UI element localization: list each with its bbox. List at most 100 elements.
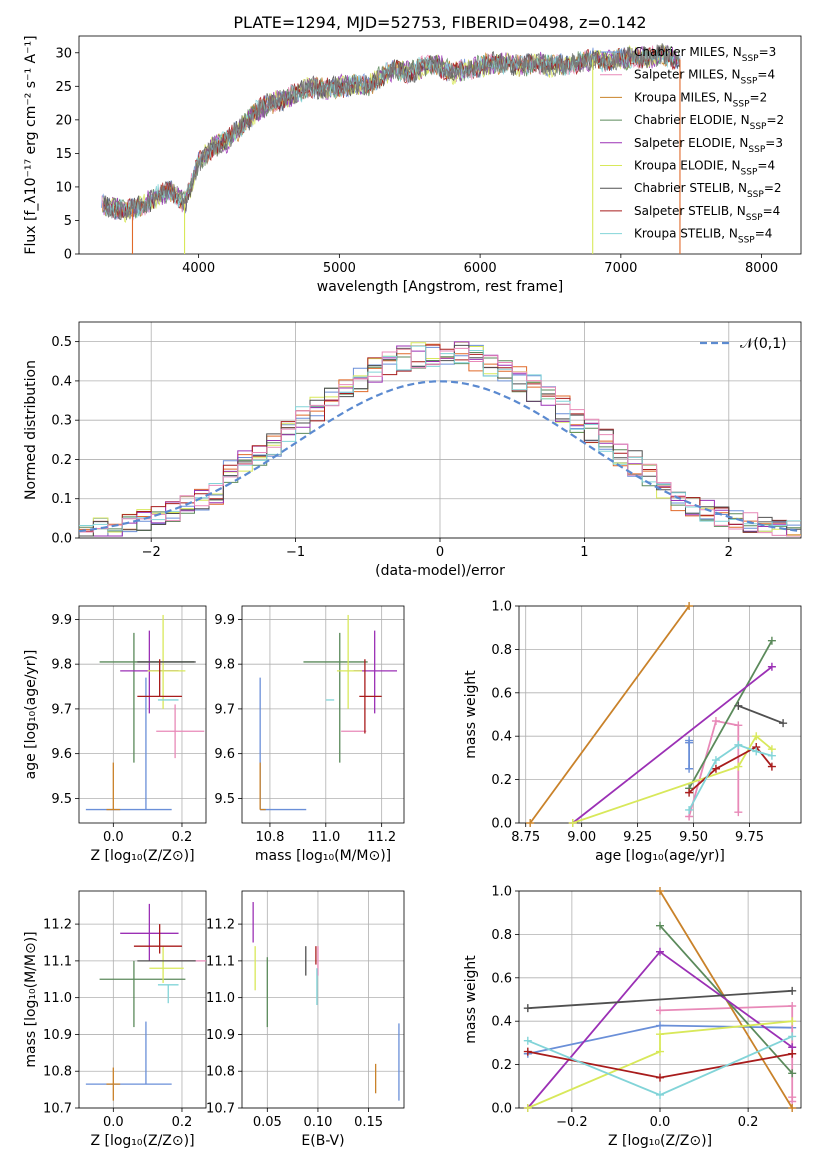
residuals-xtick-label: 1 bbox=[580, 545, 588, 560]
massweight-vs-z-marker-7 bbox=[656, 1073, 664, 1082]
massweight-vs-age-marker-6 bbox=[734, 701, 743, 710]
massweight-vs-age-marker-5 bbox=[752, 732, 761, 741]
massweight-vs-z-series-6 bbox=[527, 989, 793, 1010]
residuals-xtick-label: 2 bbox=[725, 545, 733, 560]
massweight-vs-z-marker-2 bbox=[788, 1104, 797, 1112]
massweight-vs-age-ytick-label: 0.8 bbox=[491, 643, 512, 658]
mass-vs-z-ytick-label: 11.1 bbox=[43, 954, 72, 969]
age-vs-mass-xtick-label: 11.0 bbox=[311, 830, 340, 845]
massweight-vs-age-axes: 8.75 9.00 9.25 9.50 9.75 0.0 0.2 0.4 0.6 0.8 1.0 ag… bbox=[463, 600, 802, 864]
massweight-vs-z-xtick-label: −0.2 bbox=[556, 1115, 588, 1130]
residuals-xlabel: (data-model)/error bbox=[375, 563, 505, 579]
massweight-vs-age-marker-1 bbox=[711, 717, 720, 726]
mass-vs-ebv-ytick-label: 10.7 bbox=[206, 1102, 235, 1117]
massweight-vs-age-marker-8 bbox=[685, 805, 694, 814]
massweight-vs-z-xtick-label: 0.2 bbox=[738, 1115, 759, 1130]
massweight-vs-z-ytick-label: 0.4 bbox=[491, 1015, 512, 1030]
residual-histograms bbox=[78, 341, 801, 537]
massweight-vs-age-frame bbox=[518, 605, 802, 824]
massweight-vs-z-series-5 bbox=[527, 1020, 793, 1109]
age-vs-mass-axes: 10.8 11.0 11.2 9.5 9.6 9.7 9.8 9.9 mass [log₁₀(M… bbox=[214, 605, 405, 864]
massweight-vs-age-ytick-label: 0.4 bbox=[491, 730, 512, 745]
age-vs-mass-ytick-label: 9.5 bbox=[214, 792, 235, 807]
age-vs-mass-xtick-label: 10.8 bbox=[255, 830, 284, 845]
mass-vs-ebv-ytick-label: 11.1 bbox=[206, 954, 235, 969]
legend-label-suffix: =2 bbox=[766, 113, 784, 127]
massweight-vs-age-marker-8 bbox=[711, 756, 720, 765]
residuals-ytick-label: 0.5 bbox=[51, 335, 72, 350]
mass-vs-z-xtick-label: 0.2 bbox=[172, 1115, 193, 1130]
age-vs-z-xtick-label: 0.2 bbox=[172, 830, 193, 845]
massweight-vs-z-marker-6 bbox=[523, 1004, 532, 1013]
legend-label-sub: SSP bbox=[742, 54, 759, 64]
massweight-vs-age-ytick-label: 1.0 bbox=[491, 600, 512, 615]
massweight-vs-age-ytick-label: 0.0 bbox=[491, 817, 512, 832]
residuals-xtick-label: 0 bbox=[436, 545, 444, 560]
massweight-vs-age-ytick-label: 0.6 bbox=[491, 686, 512, 701]
residuals-ytick-label: 0.0 bbox=[51, 532, 72, 547]
mass-vs-ebv-ytick-label: 11.2 bbox=[206, 918, 235, 933]
residuals-xtick-label: −1 bbox=[286, 545, 305, 560]
legend-label-suffix: =4 bbox=[763, 204, 781, 218]
massweight-vs-z-marker-5 bbox=[656, 1030, 664, 1039]
massweight-vs-age-xtick-label: 9.50 bbox=[679, 830, 708, 845]
mass-vs-z-points bbox=[85, 903, 206, 1101]
massweight-vs-age-marker-8 bbox=[767, 751, 776, 760]
massweight-vs-age-marker-4 bbox=[767, 662, 776, 671]
massweight-vs-age-series-3 bbox=[688, 640, 773, 789]
mass-vs-ebv-xlabel: E(B-V) bbox=[301, 1133, 344, 1149]
residuals-ytick-label: 0.2 bbox=[51, 453, 72, 468]
legend-label-sub: SSP bbox=[741, 77, 758, 87]
residuals-ytick-label: 0.3 bbox=[51, 414, 72, 429]
mass-vs-ebv-ytick-label: 10.8 bbox=[206, 1065, 235, 1080]
legend-label-3: Chabrier ELODIE, NSSP=2 bbox=[634, 113, 784, 132]
legend-label-main: Kroupa MILES, N bbox=[634, 90, 733, 104]
legend-label-suffix: =3 bbox=[759, 45, 777, 59]
legend-label-main: Chabrier MILES, N bbox=[634, 45, 742, 59]
massweight-vs-z-ytick-label: 1.0 bbox=[491, 885, 512, 900]
residual-histogram-8 bbox=[79, 347, 801, 537]
spectrum-xtick-label: 7000 bbox=[604, 261, 637, 276]
massweight-vs-z-marker-8 bbox=[523, 1036, 532, 1045]
legend-label-0: Chabrier MILES, NSSP=3 bbox=[634, 45, 776, 64]
age-vs-z-ytick-label: 9.8 bbox=[51, 658, 72, 673]
normal-legend-label: 𝒩(0,1) bbox=[740, 336, 787, 352]
legend-label-8: Kroupa STELIB, NSSP=4 bbox=[634, 227, 772, 246]
legend-label-suffix: =4 bbox=[757, 159, 775, 173]
legend-label-7: Salpeter STELIB, NSSP=4 bbox=[634, 204, 780, 223]
massweight-vs-age-marker-7 bbox=[711, 764, 720, 773]
mass-vs-z-ylabel: mass [log₁₀(M/M⊙)] bbox=[23, 931, 39, 1067]
legend-label-6: Chabrier STELIB, NSSP=2 bbox=[634, 181, 782, 200]
legend-label-sub: SSP bbox=[741, 168, 758, 178]
massweight-vs-age-marker-5 bbox=[568, 819, 577, 827]
mass-vs-ebv-xtick-label: 0.10 bbox=[303, 1115, 332, 1130]
spectrum-axes: 4000 5000 6000 7000 8000 0 5 10 15 20 25 30 waveleng… bbox=[23, 13, 802, 295]
massweight-vs-z-marker-3 bbox=[788, 1069, 797, 1078]
massweight-vs-z-marker-5 bbox=[656, 1047, 664, 1056]
massweight-vs-age-xtick-label: 9.75 bbox=[735, 830, 764, 845]
spectrum-xtick-label: 6000 bbox=[464, 261, 497, 276]
mass-vs-ebv-axes: 0.05 0.10 0.15 10.7 10.8 10.9 11.0 11.1 11.2 E(B-… bbox=[206, 890, 405, 1149]
legend-label-2: Kroupa MILES, NSSP=2 bbox=[634, 90, 767, 109]
massweight-vs-age-series-8 bbox=[688, 743, 773, 811]
legend-label-main: Kroupa ELODIE, N bbox=[634, 159, 741, 173]
massweight-vs-z-ytick-label: 0.6 bbox=[491, 971, 512, 986]
massweight-vs-age-lines bbox=[526, 602, 788, 827]
massweight-vs-z-marker-3 bbox=[656, 921, 664, 930]
massweight-vs-age-marker-7 bbox=[767, 762, 776, 771]
legend-label-4: Salpeter ELODIE, NSSP=3 bbox=[634, 136, 783, 155]
massweight-vs-z-marker-1 bbox=[656, 1006, 664, 1015]
massweight-vs-age-marker-0 bbox=[685, 736, 694, 745]
massweight-vs-z-ytick-label: 0.0 bbox=[491, 1102, 512, 1117]
massweight-vs-age-series-7 bbox=[688, 745, 773, 794]
age-vs-mass-xlabel: mass [log₁₀(M/M⊙)] bbox=[255, 848, 391, 864]
massweight-vs-age-xtick-label: 9.00 bbox=[567, 830, 596, 845]
massweight-vs-age-marker-5 bbox=[734, 762, 743, 771]
massweight-vs-z-marker-1 bbox=[788, 1002, 797, 1011]
spectrum-ylabel: Flux [f_λ10⁻¹⁷ erg cm⁻² s⁻¹ A⁻¹] bbox=[23, 35, 39, 254]
age-vs-mass-frame bbox=[241, 605, 405, 824]
age-vs-z-ytick-label: 9.5 bbox=[51, 792, 72, 807]
legend-label-1: Salpeter MILES, NSSP=4 bbox=[634, 68, 775, 87]
